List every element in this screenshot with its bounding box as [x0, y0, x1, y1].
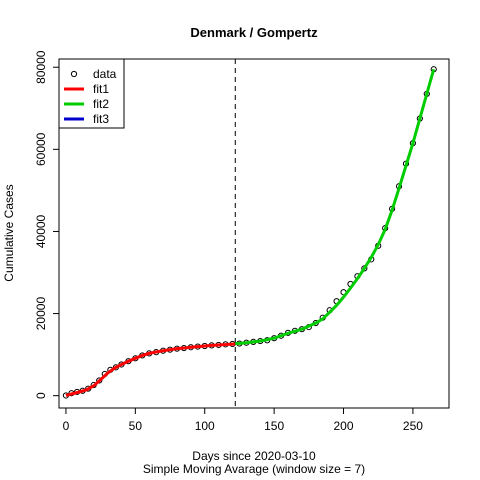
y-tick-label: 80000 [34, 50, 48, 84]
legend-box [58, 58, 125, 129]
y-axis-label: Cumulative Cases [2, 184, 16, 281]
series-line-fit2 [235, 68, 436, 346]
legend-label-fit2: fit2 [93, 97, 109, 111]
x-axis-label: Days since 2020-03-10 [192, 449, 316, 463]
x-axis: 0 50 100 150 200 250 [63, 408, 423, 433]
legend-swatch-data [70, 70, 78, 78]
series-line-fit1 [65, 342, 236, 397]
x-tick-label: 0 [63, 419, 70, 433]
x-tick-label: 100 [195, 419, 215, 433]
series-layer [62, 66, 437, 399]
y-axis: 0 20000 40000 60000 80000 [34, 50, 59, 399]
chart-title: Denmark / Gompertz [190, 25, 318, 40]
legend-label-fit1: fit1 [93, 82, 109, 96]
y-tick-label: 0 [34, 392, 48, 399]
legend-label-fit3: fit3 [93, 112, 109, 126]
y-tick-label: 60000 [34, 132, 48, 166]
x-tick-label: 50 [129, 419, 143, 433]
y-tick-label: 20000 [34, 297, 48, 331]
legend-label-data: data [93, 67, 117, 81]
x-tick-label: 200 [334, 419, 354, 433]
plot-frame [58, 58, 450, 409]
x-tick-label: 250 [403, 419, 423, 433]
y-tick-label: 40000 [34, 214, 48, 248]
x-tick-label: 150 [264, 419, 284, 433]
x-axis-sublabel: Simple Moving Avarage (window size = 7) [143, 462, 365, 476]
